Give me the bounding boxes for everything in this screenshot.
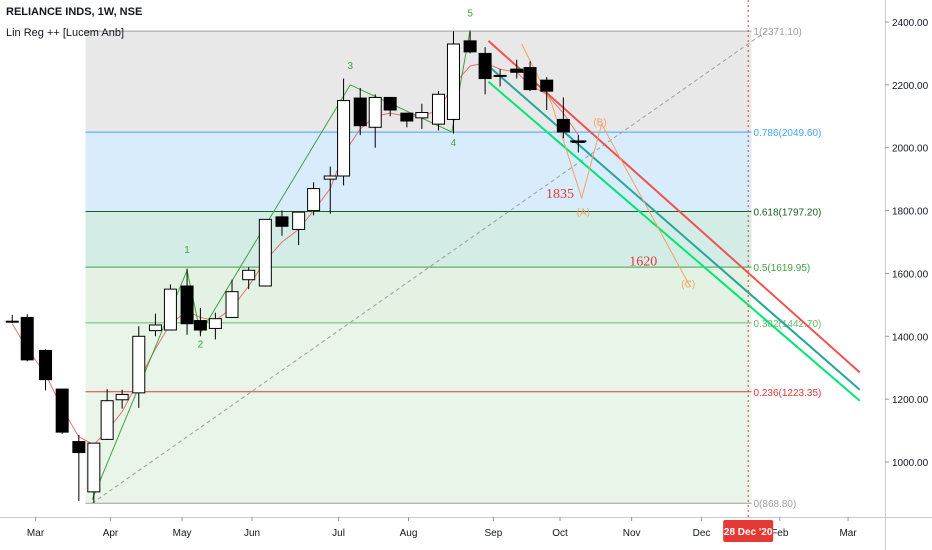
- bullish-candle: [368, 96, 382, 128]
- time-tick-label: Nov: [623, 528, 641, 539]
- time-tick-label: Mar: [839, 528, 857, 539]
- wave-label: 1: [184, 245, 190, 256]
- bullish-candle: [132, 335, 146, 394]
- price-target-label: 1835: [546, 187, 574, 202]
- bullish-candle: [5, 320, 19, 323]
- bullish-candle: [148, 324, 162, 332]
- price-tick-label: 1400.00: [892, 332, 929, 343]
- time-tick-label: Feb: [771, 528, 789, 539]
- bearish-candle: [72, 441, 86, 454]
- bullish-candle: [258, 218, 272, 287]
- fib-zone: [85, 391, 752, 504]
- price-tick-label: 1200.00: [892, 395, 929, 406]
- bearish-candle: [193, 320, 207, 331]
- time-tick-label: Apr: [103, 528, 119, 539]
- fib-zone: [85, 211, 752, 268]
- symbol-legend[interactable]: RELIANCE INDS, 1W, NSE: [6, 6, 143, 18]
- indicator-legend[interactable]: Lin Reg ++ [Lucem Anb]: [6, 27, 125, 39]
- bearish-candle: [556, 118, 570, 133]
- time-tick-label: Mar: [27, 528, 45, 539]
- wave-label: 3: [347, 61, 353, 72]
- bearish-candle: [275, 216, 289, 227]
- time-tick-label: Jul: [332, 528, 345, 539]
- fib-level-label: 0.382(1442.70): [754, 319, 822, 330]
- bullish-candle: [292, 211, 306, 230]
- wave-label: 5: [467, 8, 473, 19]
- bearish-candle: [39, 349, 53, 381]
- price-tick-label: 1800.00: [892, 207, 929, 218]
- wave-label: (C): [681, 280, 695, 291]
- bearish-candle: [20, 316, 34, 361]
- bearish-candle: [383, 96, 397, 111]
- fib-level-label: 0.786(2049.60): [754, 128, 822, 139]
- bullish-candle: [493, 74, 507, 77]
- bullish-candle: [446, 43, 460, 120]
- date-marker-badge: [723, 520, 774, 542]
- price-tick-label: 1000.00: [892, 458, 929, 469]
- bearish-candle: [478, 52, 492, 80]
- time-tick-label: Aug: [400, 528, 418, 539]
- bullish-candle: [431, 93, 445, 125]
- bullish-candle: [307, 188, 321, 212]
- price-tick-label: 2200.00: [892, 81, 929, 92]
- time-tick-label: Sep: [485, 528, 503, 539]
- bearish-candle: [540, 79, 554, 92]
- bullish-candle: [100, 400, 114, 440]
- bullish-candle: [337, 100, 351, 177]
- fib-zone: [85, 132, 752, 212]
- time-tick-label: Oct: [552, 528, 568, 539]
- bearish-candle: [400, 112, 414, 122]
- fib-level-label: 1(2371.10): [754, 27, 802, 38]
- regression-channel-line: [487, 65, 861, 391]
- time-tick-label: May: [173, 528, 192, 539]
- bearish-candle: [463, 40, 477, 53]
- bullish-candle: [323, 175, 337, 180]
- fib-zone: [85, 322, 752, 392]
- price-tick-label: 2000.00: [892, 144, 929, 155]
- price-tick-label: 1600.00: [892, 269, 929, 280]
- bearish-candle: [510, 68, 524, 73]
- fib-level-label: 0.236(1223.35): [754, 388, 822, 399]
- wave-label: (B): [593, 118, 606, 129]
- bullish-candle: [225, 291, 239, 318]
- time-tick-label: Dec: [693, 528, 711, 539]
- wave-label: (A): [577, 207, 590, 218]
- bearish-candle: [353, 97, 367, 127]
- price-target-label: 1620: [629, 255, 657, 270]
- bullish-candle: [115, 393, 129, 401]
- bullish-candle: [87, 442, 101, 493]
- price-tick-label: 2400.00: [892, 18, 929, 29]
- regression-channel-line: [487, 40, 861, 374]
- fib-level-label: 0.618(1797.20): [754, 207, 822, 218]
- plot-area: [5, 29, 861, 504]
- fib-level-label: 0(868.80): [754, 499, 797, 510]
- bullish-candle: [415, 112, 429, 119]
- date-marker-label: 28 Dec '20: [724, 527, 773, 538]
- fib-level-label: 0.5(1619.95): [754, 263, 811, 274]
- wave-label: 4: [451, 138, 457, 149]
- bullish-candle: [163, 288, 177, 331]
- bearish-candle: [180, 285, 194, 325]
- regression-channel-line: [487, 80, 861, 402]
- bearish-candle: [55, 388, 69, 433]
- time-tick-label: Jun: [244, 528, 260, 539]
- bearish-candle: [523, 67, 537, 91]
- bullish-candle: [208, 318, 222, 329]
- bullish-candle: [242, 269, 256, 281]
- wave-label: 2: [198, 339, 204, 350]
